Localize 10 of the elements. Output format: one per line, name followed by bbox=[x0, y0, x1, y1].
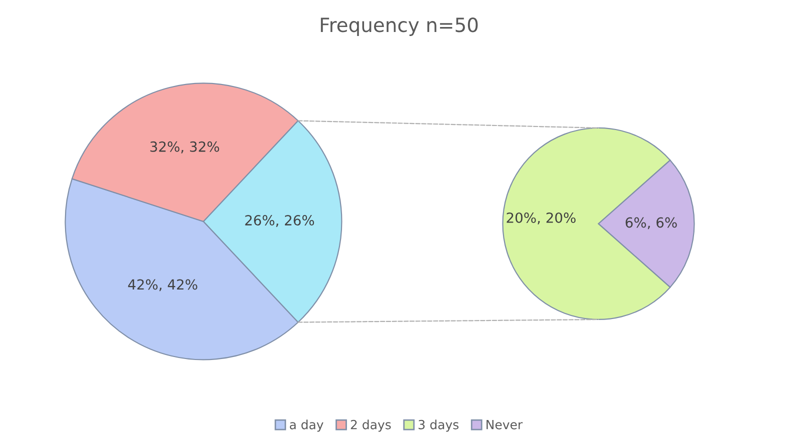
legend-label: Never bbox=[486, 420, 523, 430]
data-label: 6%, 6% bbox=[626, 217, 677, 230]
data-label: 42%, 42% bbox=[128, 279, 198, 292]
data-label: 26%, 26% bbox=[245, 215, 314, 227]
data-label: 20%, 20% bbox=[506, 212, 576, 224]
chart-title: Frequency n=50 bbox=[320, 18, 478, 36]
data-label: 32%, 32% bbox=[150, 141, 220, 154]
legend-label: 2 days bbox=[350, 420, 391, 432]
legend-label: 3 days bbox=[418, 420, 458, 432]
legend-label: a day bbox=[290, 420, 324, 432]
